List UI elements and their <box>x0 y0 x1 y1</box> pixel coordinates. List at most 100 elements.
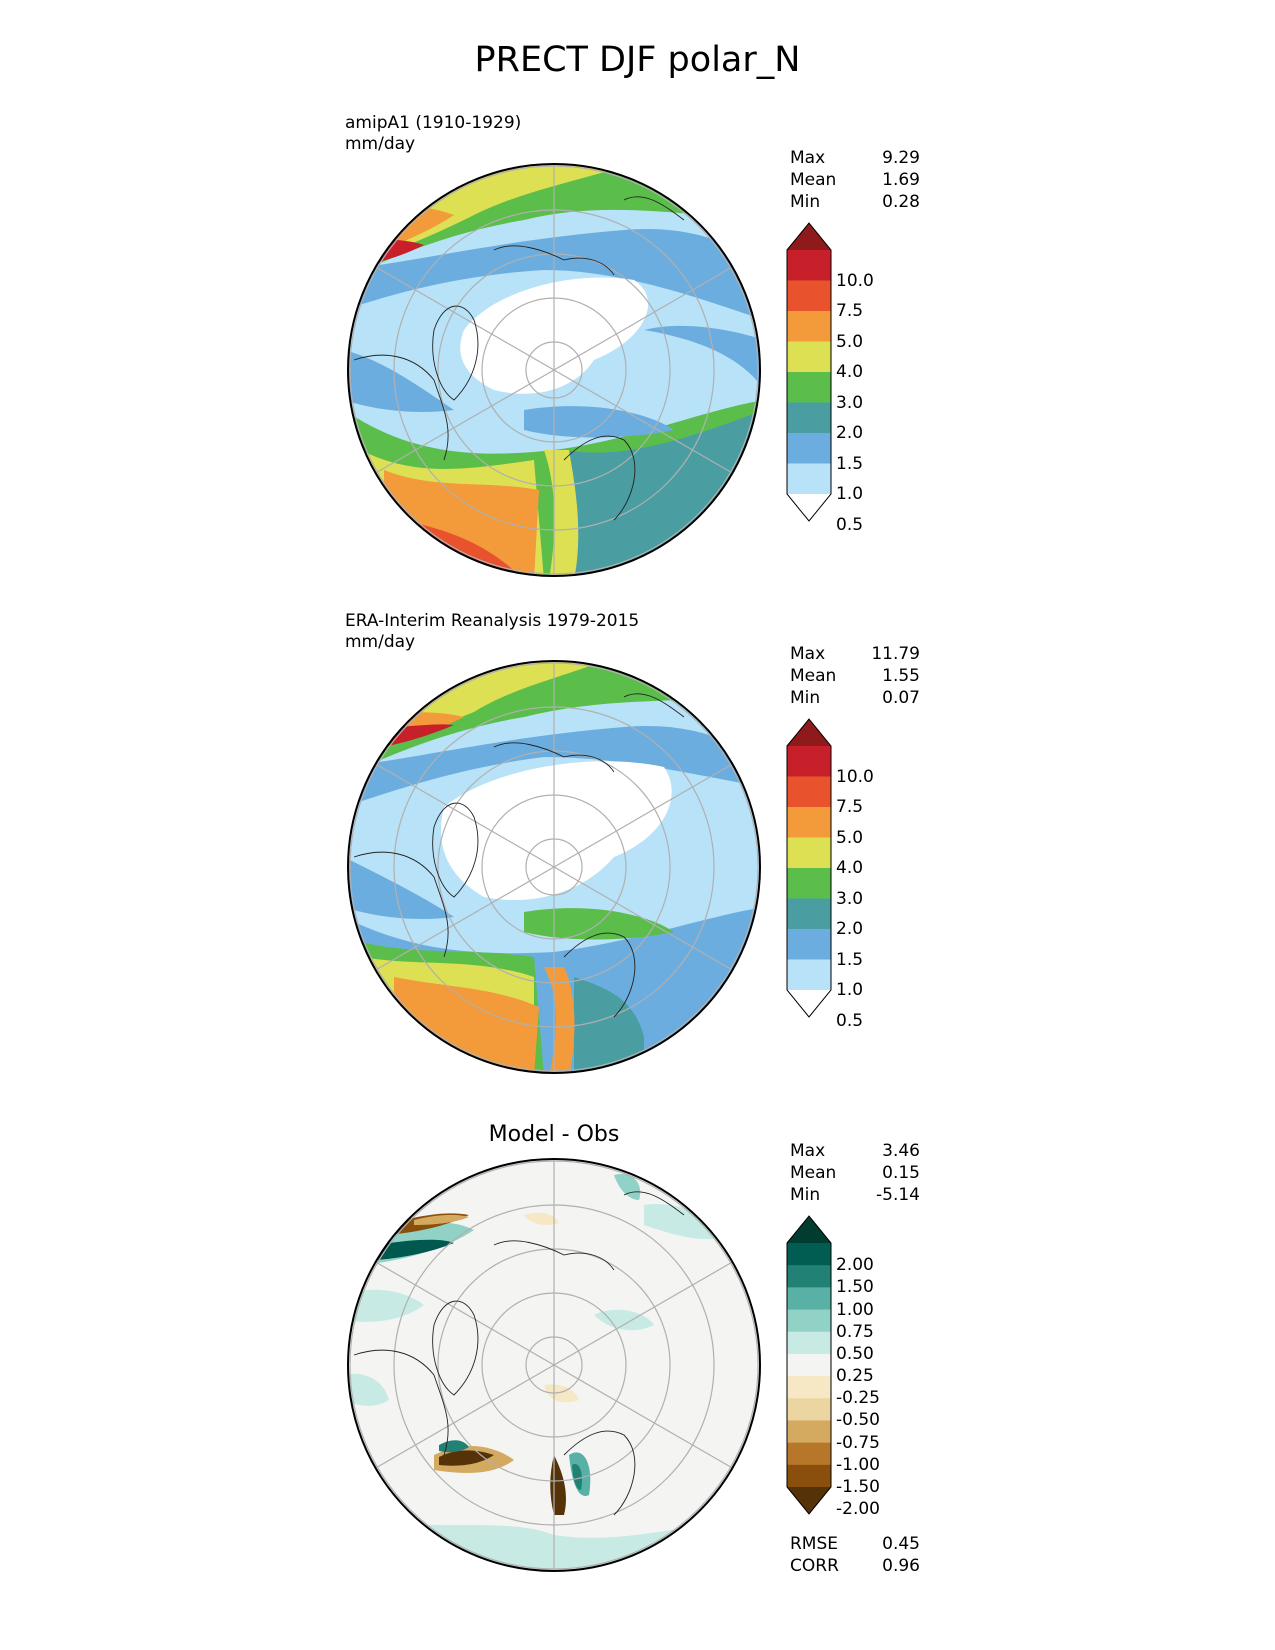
colorbar-segment <box>787 463 831 495</box>
panel-3-rmse-label: RMSE <box>790 1534 839 1554</box>
panel-2-title: ERA-Interim Reanalysis 1979-2015 mm/day <box>345 611 639 653</box>
panel-1-stat-mean-label: Mean <box>790 170 837 190</box>
colorbar-segment <box>787 1420 831 1444</box>
panel-1-colorbar-labels: 10.0 7.5 5.0 4.0 3.0 2.0 1.5 1.0 0.5 <box>836 222 896 534</box>
panel-1-stat-min-value: 0.28 <box>882 192 920 212</box>
colorbar-segment <box>787 1464 831 1488</box>
colorbar-tick-label: 2.0 <box>836 919 864 939</box>
panel-1-stat-mean-value: 1.69 <box>882 170 920 190</box>
colorbar-segment <box>787 402 831 434</box>
colorbar-tick-label: 1.5 <box>836 453 864 474</box>
panel-1-units-label: mm/day <box>345 134 416 154</box>
colorbar-tick-label: 3.0 <box>836 392 864 413</box>
panel-3-stat-mean-value: 0.15 <box>882 1163 920 1183</box>
panel-1-stat-min-label: Min <box>790 192 821 212</box>
colorbar-segment <box>787 280 831 312</box>
panel-3-colorbar-labels: 2.00 1.50 1.00 0.75 0.50 0.25 -0.25 -0.50 -0.75-… <box>836 1215 896 1520</box>
panel-2-stat-max-label: Max <box>790 644 826 664</box>
colorbar-tick-label: 7.5 <box>836 797 864 817</box>
colorbar-tick-label: -0.75 <box>836 1432 880 1453</box>
colorbar-segment <box>787 311 831 342</box>
panel-3-title: Model - Obs <box>488 1122 620 1147</box>
colorbar-segment <box>787 1442 831 1466</box>
panel-3-map-boundary <box>347 1158 761 1572</box>
colorbar-segment <box>787 433 831 464</box>
panel-3-stat-max-label: Max <box>790 1141 826 1161</box>
panel-2-map-boundary <box>347 660 761 1074</box>
colorbar-tick-label: -2.00 <box>836 1499 880 1520</box>
panel-1-case-label: amipA1 (1910-1929) <box>345 113 522 133</box>
panel-1-graticule <box>349 164 759 576</box>
colorbar-tick-label: 3.0 <box>836 888 864 909</box>
colorbar-tick-label: 5.0 <box>836 331 864 352</box>
colorbar-extend-max <box>787 223 831 250</box>
colorbar-tick-label: 10.0 <box>836 766 874 787</box>
colorbar-segment <box>787 250 831 281</box>
panel-2-colorbar-labels: 10.0 7.5 5.0 4.0 3.0 2.0 1.5 1.0 0.5 <box>836 718 896 1030</box>
colorbar-segment <box>787 1243 831 1266</box>
colorbar-segment <box>787 776 831 808</box>
colorbar-segment <box>787 959 831 991</box>
colorbar-extend-min <box>787 494 831 521</box>
colorbar-tick-label: -0.50 <box>836 1410 880 1431</box>
colorbar-tick-label: 4.0 <box>836 858 864 878</box>
colorbar-segment <box>787 1331 831 1355</box>
panel-1-map-boundary <box>347 163 761 577</box>
colorbar-tick-label: 4.0 <box>836 362 864 382</box>
panel-2-stat-min-label: Min <box>790 688 821 708</box>
colorbar-tick-label: 0.25 <box>836 1366 874 1387</box>
colorbar-extend-min <box>787 1487 831 1514</box>
colorbar-segment <box>787 898 831 930</box>
panel-3-stats: Max 3.46 Mean 0.15 Min -5.14 <box>790 1140 920 1206</box>
colorbar-tick-label: 0.50 <box>836 1343 874 1364</box>
panel-3-colorbar <box>786 1215 832 1515</box>
colorbar-extend-max <box>787 719 831 746</box>
colorbar-tick-label: 2.00 <box>836 1255 874 1276</box>
colorbar-segment <box>787 868 831 899</box>
colorbar-segment <box>787 1265 831 1288</box>
panel-2-stat-mean-label: Mean <box>790 666 837 686</box>
colorbar-tick-label: 1.50 <box>836 1277 874 1298</box>
panel-2-graticule <box>349 661 759 1073</box>
panel-2-stat-max-value: 11.79 <box>871 644 920 664</box>
panel-3-metrics: RMSE 0.45 CORR 0.96 <box>790 1533 920 1577</box>
colorbar-tick-label: -1.00 <box>836 1454 880 1475</box>
colorbar-extend-min <box>787 990 831 1017</box>
page-title: PRECT DJF polar_N <box>474 40 801 80</box>
colorbar-segment <box>787 372 831 403</box>
colorbar-segment <box>787 1287 831 1311</box>
colorbar-tick-label: 0.5 <box>836 514 864 535</box>
colorbar-segment <box>787 1309 831 1333</box>
colorbar-segment <box>787 746 831 777</box>
colorbar-segment <box>787 929 831 960</box>
panel-1-stat-max-value: 9.29 <box>882 148 920 168</box>
panel-3-corr-label: CORR <box>790 1556 839 1576</box>
panel-2-stat-min-value: 0.07 <box>882 688 920 708</box>
panel-1-coastlines <box>353 196 685 521</box>
colorbar-segment <box>787 1398 831 1421</box>
colorbar-tick-label: 1.0 <box>836 484 864 504</box>
panel-3-coastlines <box>353 1191 685 1516</box>
panel-2-reference-label: ERA-Interim Reanalysis 1979-2015 <box>345 611 640 631</box>
panel-1-polar-map <box>347 163 761 577</box>
colorbar-tick-label: 2.0 <box>836 423 864 443</box>
panel-3-rmse-value: 0.45 <box>882 1534 920 1554</box>
colorbar-segment <box>787 807 831 838</box>
colorbar-outline <box>786 1215 832 1515</box>
panel-2-polar-map <box>347 660 761 1074</box>
colorbar-tick-label: 7.5 <box>836 301 864 321</box>
colorbar-segment <box>787 837 831 869</box>
colorbar-tick-label: 1.00 <box>836 1299 874 1320</box>
panel-1-stats: Max 9.29 Mean 1.69 Min 0.28 <box>790 147 920 213</box>
panel-2-colorbar <box>786 718 832 1018</box>
panel-3-stat-min-value: -5.14 <box>876 1185 920 1205</box>
panel-2-coastlines <box>353 693 685 1018</box>
panel-3-graticule <box>349 1159 759 1571</box>
panel-1-stat-max-label: Max <box>790 148 826 168</box>
panel-3-corr-value: 0.96 <box>882 1556 920 1576</box>
colorbar-segment <box>787 1376 831 1399</box>
panel-1-title: amipA1 (1910-1929) mm/day <box>345 113 521 155</box>
colorbar-segment <box>787 341 831 373</box>
panel-1-colorbar <box>786 222 832 522</box>
panel-3-polar-map <box>347 1158 761 1572</box>
